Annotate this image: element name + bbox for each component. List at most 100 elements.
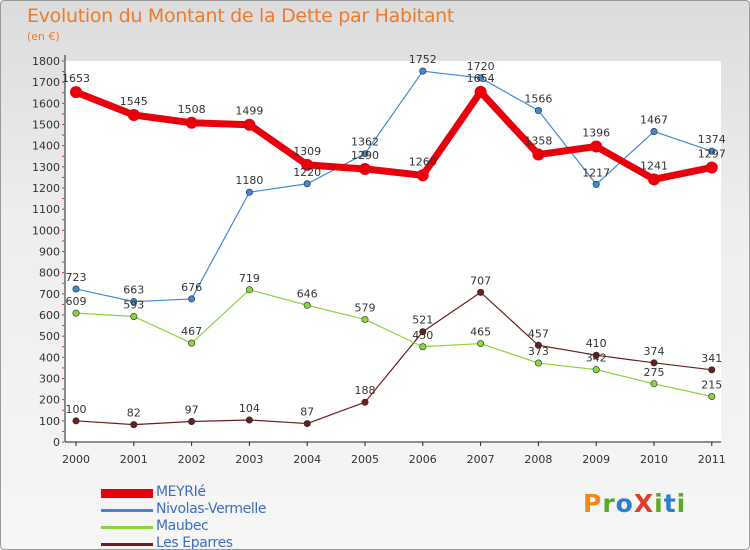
data-label: 1545 [120,95,148,108]
data-label: 104 [239,402,260,415]
data-label: 676 [181,281,202,294]
legend: MEYRIé Nivolas-Vermelle Maubec Les Eparres [101,484,361,550]
brand-letter: P [583,489,603,518]
data-label: 450 [412,329,433,342]
data-label: 1467 [640,113,668,126]
data-label: 342 [586,352,607,365]
brand-letter: i [654,489,664,518]
data-point [477,288,485,296]
y-tick-label: 400 [39,351,60,364]
data-label: 1654 [467,72,495,85]
data-point [419,343,427,351]
data-point [303,180,311,188]
brand-letter: X [633,489,655,518]
data-label: 1260 [409,155,437,168]
data-label: 341 [701,352,722,365]
data-point [534,359,542,367]
data-label: 1180 [235,174,263,187]
data-point [72,417,80,425]
brand-letter: o [615,489,634,518]
data-point [592,180,600,188]
data-point [245,416,253,424]
data-point [361,150,369,158]
legend-item: Maubec [101,518,361,536]
data-label: 1653 [62,72,90,85]
data-point [592,366,600,374]
data-label: 374 [644,345,665,358]
y-tick-label: 500 [39,330,60,343]
data-point [590,140,603,153]
data-label: 1720 [467,60,495,73]
data-label: 1566 [524,93,552,106]
data-label: 593 [123,298,144,311]
data-point [534,341,542,349]
data-point [243,118,256,131]
data-point [532,148,545,161]
data-point [708,392,716,400]
series-line [75,289,713,398]
x-tick-label: 2002 [178,453,206,466]
y-tick-label: 1600 [32,97,60,110]
data-label: 663 [123,284,144,297]
data-point [188,295,196,303]
series-line [75,70,713,303]
data-label: 1309 [293,145,321,158]
y-tick-label: 800 [39,267,60,280]
y-tick-label: 1800 [32,55,60,68]
x-tick-label: 2005 [351,453,379,466]
y-tick-label: 200 [39,394,60,407]
legend-item: Nivolas-Vermelle [101,501,361,519]
data-label: 457 [528,327,549,340]
chart-title: Evolution du Montant de la Dette par Hab… [27,5,455,27]
legend-label: Les Eparres [156,535,233,550]
y-tick-label: 1100 [32,203,60,216]
data-point [708,147,716,155]
legend-swatch [101,509,153,512]
data-label: 82 [127,407,141,420]
data-point [127,108,140,121]
data-point [534,107,542,115]
data-point [650,359,658,367]
brand-letter: t [663,489,677,518]
data-label: 609 [66,295,87,308]
y-tick-label: 1500 [32,119,60,132]
data-point [361,398,369,406]
data-label: 1358 [524,135,552,148]
data-label: 97 [185,403,199,416]
data-label: 215 [701,378,722,391]
data-point [705,161,718,174]
legend-swatch [101,526,153,529]
data-point [70,86,82,99]
legend-label: Maubec [156,518,209,534]
legend-item: Les Eparres [101,535,361,550]
data-label: 707 [470,274,491,287]
y-tick-label: 300 [39,373,60,386]
data-point [592,351,600,359]
y-tick-label: 600 [39,309,60,322]
x-tick-label: 2007 [467,453,495,466]
data-label: 373 [528,345,549,358]
x-tick-label: 2003 [235,453,263,466]
data-label: 410 [586,337,607,350]
data-point [130,312,138,320]
y-tick-label: 700 [39,288,60,301]
unit-label: (en €) [27,30,60,43]
data-point [648,173,660,186]
data-label: 188 [355,384,376,397]
data-point [477,74,485,82]
data-point [708,366,716,374]
data-label: 1217 [582,166,610,179]
y-tick-label: 1000 [32,224,60,237]
data-point [188,339,196,347]
data-point [419,67,427,75]
data-point [72,309,80,317]
data-label: 1297 [698,147,726,160]
data-label: 465 [470,326,491,339]
data-label: 723 [66,271,87,284]
data-label: 467 [181,325,202,338]
x-tick-label: 2011 [698,453,726,466]
legend-label: Nivolas-Vermelle [156,501,267,517]
y-tick-label: 1300 [32,161,60,174]
